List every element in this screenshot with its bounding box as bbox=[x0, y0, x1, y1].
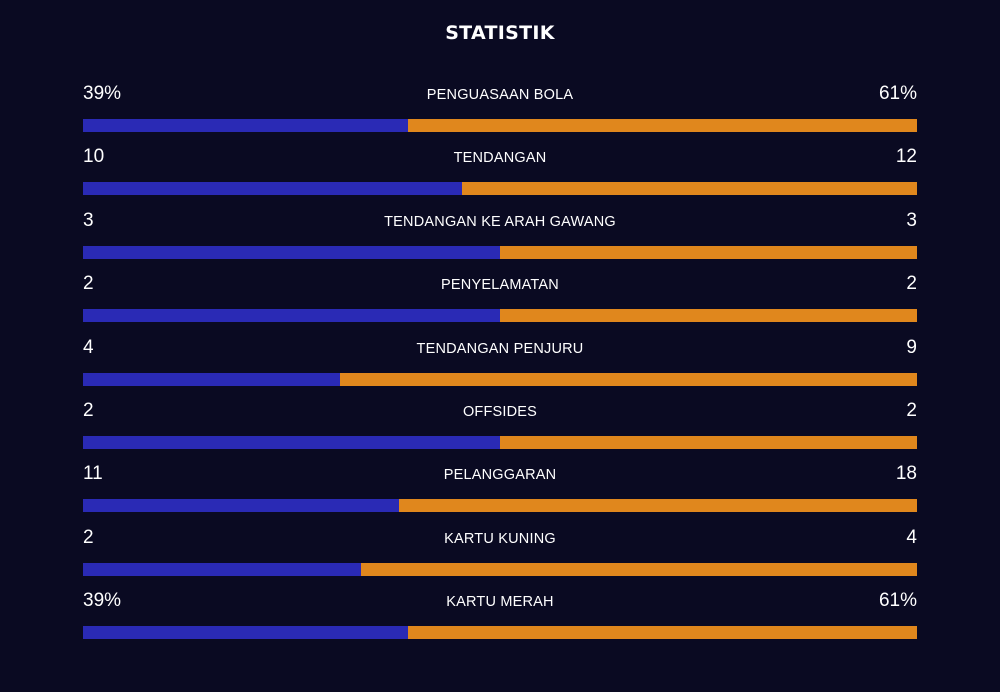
home-bar-segment bbox=[83, 562, 361, 576]
home-value: 3 bbox=[83, 209, 94, 231]
stat-label: PENYELAMATAN bbox=[441, 277, 559, 294]
stat-label: PENGUASAAN BOLA bbox=[426, 87, 574, 103]
home-bar-segment bbox=[83, 309, 500, 323]
stat-row: 39% KARTU MERAH 61% bbox=[83, 587, 917, 650]
home-bar-segment bbox=[83, 435, 500, 449]
stat-label: TENDANGAN bbox=[453, 150, 547, 167]
home-value: 2 bbox=[83, 273, 94, 295]
home-bar-segment bbox=[83, 182, 463, 196]
stat-row: 10 TENDANGAN 12 bbox=[83, 143, 917, 206]
home-value: 39% bbox=[83, 590, 122, 612]
stat-row: 4 TENDANGAN PENJURU 9 bbox=[83, 334, 917, 397]
stat-row: 39% PENGUASAAN BOLA 61% bbox=[83, 80, 917, 143]
home-value: 10 bbox=[83, 146, 105, 168]
away-bar-segment bbox=[408, 119, 917, 132]
away-value: 61% bbox=[878, 590, 917, 612]
stat-row: 2 PENYELAMATAN 2 bbox=[83, 270, 917, 333]
home-bar-segment bbox=[83, 245, 500, 259]
home-bar-segment bbox=[83, 626, 409, 640]
stat-bar bbox=[83, 245, 917, 259]
stat-bar bbox=[83, 626, 917, 640]
home-bar-segment bbox=[83, 119, 409, 132]
away-bar-segment bbox=[500, 435, 917, 449]
away-value: 4 bbox=[906, 526, 917, 548]
stat-label: TENDANGAN PENJURU bbox=[416, 340, 584, 357]
home-value: 11 bbox=[83, 463, 103, 485]
away-bar-segment bbox=[500, 245, 917, 259]
stat-bar bbox=[83, 119, 917, 132]
away-bar-segment bbox=[462, 182, 917, 196]
away-value: 12 bbox=[895, 146, 917, 168]
home-value: 2 bbox=[83, 399, 94, 421]
away-value: 61% bbox=[878, 83, 917, 104]
away-bar-segment bbox=[500, 309, 917, 323]
away-value: 2 bbox=[906, 273, 917, 295]
stat-bar bbox=[83, 182, 917, 196]
stat-row: 2 KARTU KUNING 4 bbox=[83, 524, 917, 587]
stat-bar bbox=[83, 372, 917, 386]
away-value: 18 bbox=[895, 463, 917, 485]
home-value: 39% bbox=[83, 83, 122, 104]
home-bar-segment bbox=[83, 372, 340, 386]
stat-bar bbox=[83, 435, 917, 449]
page-title: STATISTIK bbox=[445, 22, 555, 44]
away-bar-segment bbox=[408, 626, 917, 640]
stat-bar bbox=[83, 499, 917, 513]
stat-label: KARTU MERAH bbox=[446, 594, 554, 611]
away-value: 2 bbox=[906, 399, 917, 421]
home-bar-segment bbox=[83, 499, 400, 513]
away-bar-segment bbox=[360, 562, 917, 576]
stats-list: 39% PENGUASAAN BOLA 61% 10 TENDANGAN 12 3 TENDA… bbox=[83, 80, 917, 651]
stat-row: 2 OFFSIDES 2 bbox=[83, 397, 917, 460]
stat-label: OFFSIDES bbox=[462, 403, 538, 420]
stat-row: 11 PELANGGARAN 18 bbox=[83, 460, 917, 523]
away-bar-segment bbox=[339, 372, 917, 386]
stat-label: KARTU KUNING bbox=[444, 530, 556, 547]
away-value: 9 bbox=[906, 336, 917, 358]
stat-row: 3 TENDANGAN KE ARAH GAWANG 3 bbox=[83, 207, 917, 270]
home-value: 2 bbox=[83, 526, 94, 548]
away-value: 3 bbox=[906, 209, 917, 231]
stat-label: PELANGGARAN bbox=[443, 467, 557, 484]
stat-bar bbox=[83, 562, 917, 576]
stat-label: TENDANGAN KE ARAH GAWANG bbox=[384, 213, 616, 230]
stat-bar bbox=[83, 309, 917, 323]
away-bar-segment bbox=[399, 499, 917, 513]
home-value: 4 bbox=[83, 336, 94, 358]
